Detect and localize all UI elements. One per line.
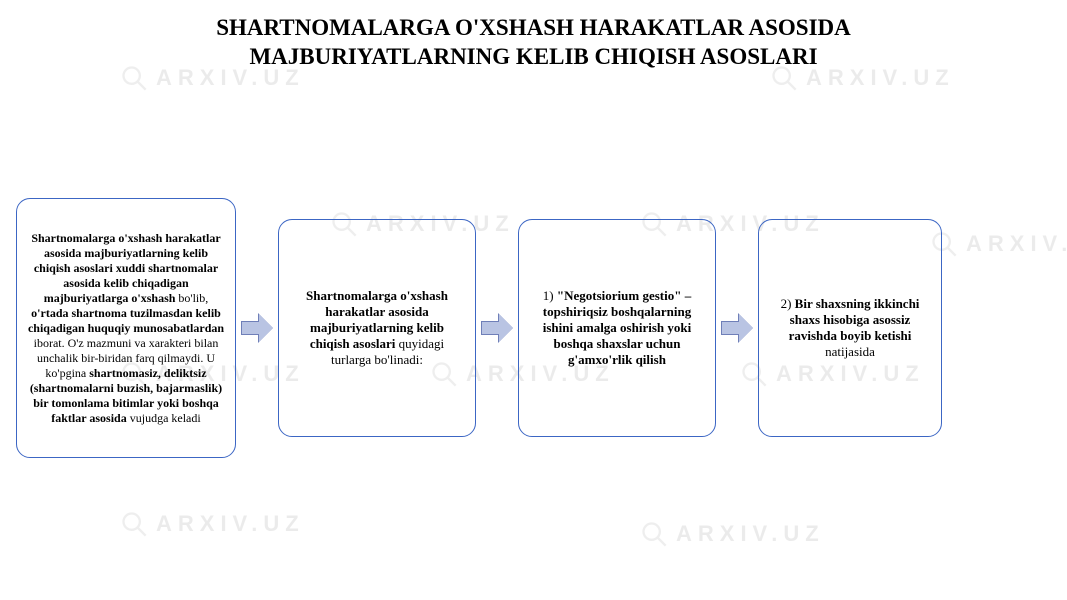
page-title: SHARTNOMALARGA O'XSHASH HARAKATLAR ASOSI… bbox=[0, 14, 1067, 72]
title-line-2: MAJBURIYATLARNING KELIB CHIQISH ASOSLARI bbox=[0, 43, 1067, 72]
magnifier-icon bbox=[640, 520, 668, 548]
watermark-8: ARXIV.UZ bbox=[120, 510, 305, 538]
box-2-text: Shartnomalarga o'xshash harakatlar asosi… bbox=[289, 288, 465, 368]
watermark-9: ARXIV.UZ bbox=[640, 520, 825, 548]
box-3-text: 1) "Negotsiorium gestio" – topshiriqsiz … bbox=[529, 288, 705, 368]
box-1-text: Shartnomalarga o'xshash harakatlar asosi… bbox=[27, 231, 225, 426]
box-4: 2) Bir shaxsning ikkinchi shaxs hisobiga… bbox=[758, 219, 942, 437]
watermark-text: ARXIV.UZ bbox=[156, 511, 305, 537]
box-2: Shartnomalarga o'xshash harakatlar asosi… bbox=[278, 219, 476, 437]
box-4-text: 2) Bir shaxsning ikkinchi shaxs hisobiga… bbox=[769, 296, 931, 360]
watermark-text: ARXIV.UZ bbox=[676, 521, 825, 547]
title-line-1: SHARTNOMALARGA O'XSHASH HARAKATLAR ASOSI… bbox=[0, 14, 1067, 43]
arrow-icon bbox=[716, 314, 758, 342]
flow-row: Shartnomalarga o'xshash harakatlar asosi… bbox=[16, 198, 1051, 458]
arrow-icon bbox=[476, 314, 518, 342]
magnifier-icon bbox=[120, 510, 148, 538]
arrow-icon bbox=[236, 314, 278, 342]
box-1: Shartnomalarga o'xshash harakatlar asosi… bbox=[16, 198, 236, 458]
box-3: 1) "Negotsiorium gestio" – topshiriqsiz … bbox=[518, 219, 716, 437]
